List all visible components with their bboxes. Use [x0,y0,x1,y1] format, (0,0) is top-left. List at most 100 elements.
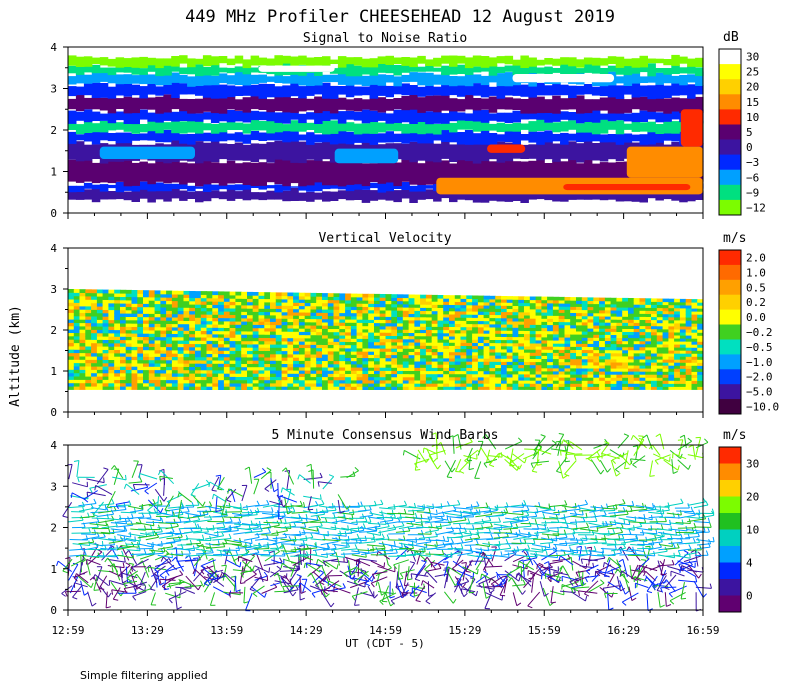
velocity-cell [356,309,363,314]
velocity-cell [385,341,392,346]
velocity-cell [85,352,92,357]
snr-band-6-cell [226,109,236,123]
velocity-cell [662,341,669,345]
snr-band-0-cell [496,188,506,202]
velocity-cell [379,360,386,365]
snr-band-5-cell [449,122,458,133]
velocity-cell [218,327,225,332]
velocity-cell [454,342,462,346]
velocity-cell [212,350,219,354]
velocity-cell [489,361,496,365]
velocity-cell [552,296,560,301]
velocity-cell [298,292,306,297]
velocity-cell [518,333,525,338]
velocity-cell [131,333,138,337]
velocity-cell [298,370,306,374]
velocity-cell [200,304,208,309]
velocity-cell [425,304,433,308]
snr-band-9-cell [449,76,458,87]
velocity-cell [604,328,612,332]
velocity-cell [298,366,306,371]
velocity-cell [189,297,196,302]
snr-band-6-cell [512,110,521,123]
velocity-cell [356,370,363,374]
velocity-cell [327,338,335,342]
snr-band-11-cell [187,58,196,68]
velocity-cell [489,348,496,353]
snr-band-8-cell [536,83,545,96]
velocity-cell [114,336,121,341]
velocity-cell [148,382,156,387]
snr-band-7-cell [496,95,506,110]
velocity-cell [651,365,658,369]
snr-band-7-cell [187,99,196,114]
snr-band-10-cell [377,64,387,73]
velocity-cell [662,298,669,303]
wind-barb [446,567,450,583]
velocity-cell [633,349,640,354]
velocity-cell [258,295,265,299]
velocity-cell [275,337,283,342]
velocity-cell [633,374,640,378]
snr-band-6-cell [417,111,426,122]
velocity-cell [385,348,392,352]
velocity-cell [576,374,583,378]
velocity-cell [200,320,208,325]
velocity-cell [489,383,496,387]
velocity-cell [114,372,121,377]
velocity-cell [547,321,554,326]
velocity-cell [512,342,519,347]
snr-band-4-cell [353,133,363,143]
velocity-cell [437,376,444,381]
wind-barb-tick [461,562,467,564]
snr-band-8-cell [163,85,172,95]
velocity-cell [420,361,427,365]
snr-band-5-cell [210,124,220,134]
wind-barb [401,582,409,595]
snr-band-0-cell [560,190,569,202]
velocity-cell [622,334,629,339]
velocity-cell [628,334,635,339]
velocity-cell [339,347,346,352]
velocity-cell [397,338,404,343]
snr-band-10-cell [195,64,204,77]
velocity-cell [339,357,346,362]
snr-band-9-cell [179,74,188,84]
snr-band-4-cell [345,131,355,145]
velocity-cell [200,366,208,371]
velocity-cell [316,318,323,323]
velocity-cell [212,386,219,390]
velocity-cell [120,339,127,344]
velocity-cell [85,312,92,317]
velocity-cell [385,383,392,387]
velocity-cell [212,301,219,305]
velocity-cell [333,360,340,365]
wind-barb [128,582,145,592]
wind-barb [166,565,184,572]
velocity-cell [333,379,340,384]
snr-band-11-cell [282,55,291,64]
velocity-cell [316,341,323,345]
snr-band-4-cell [107,133,117,142]
velocity-cell [137,349,144,354]
velocity-cell [558,315,565,319]
velocity-cell [385,354,392,359]
wind-barb-tick [111,589,114,595]
snr-band-11-cell [345,57,355,65]
velocity-cell [339,367,346,371]
wind-barb [165,592,181,599]
velocity-cell [356,328,363,333]
velocity-cell [576,327,583,332]
velocity-cell [223,304,231,309]
velocity-cell [558,321,565,326]
velocity-cell [397,373,404,378]
velocity-cell [397,319,404,324]
velocity-cell [645,334,652,339]
velocity-cell [425,380,433,384]
velocity-cell [327,383,335,387]
velocity-cell [587,340,594,344]
snr-band-10-cell [187,66,196,75]
velocity-cell [120,323,127,327]
wind-barb-tick [131,567,136,572]
velocity-cell [79,386,86,390]
